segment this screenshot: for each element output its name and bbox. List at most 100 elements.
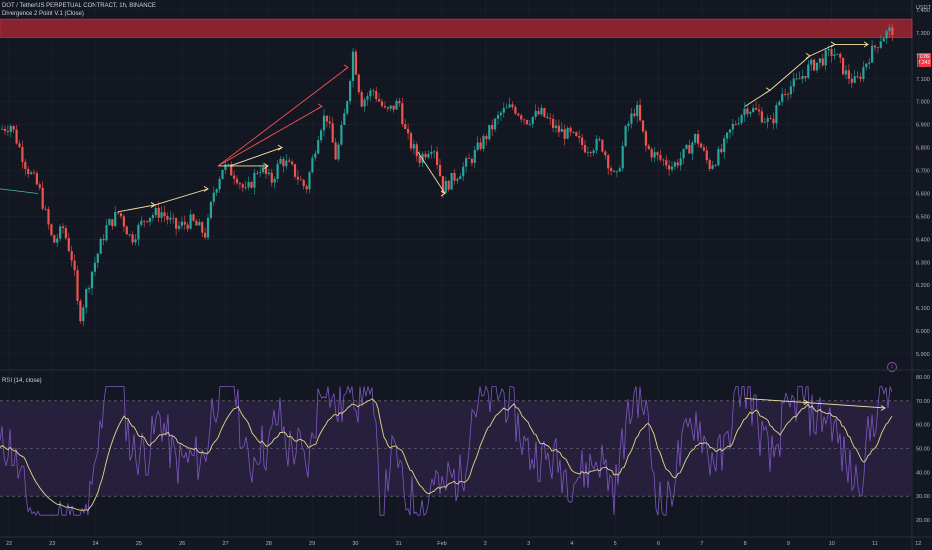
- time-tick: 25: [136, 541, 142, 547]
- candle-body: [552, 118, 555, 129]
- candle-body: [105, 225, 108, 241]
- candle-body: [778, 101, 781, 106]
- candle-body: [827, 49, 830, 51]
- candle-body: [125, 226, 128, 235]
- candle-body: [818, 58, 821, 63]
- divergence-arrowhead: [203, 185, 209, 192]
- time-tick: 22: [6, 541, 12, 547]
- rsi-title[interactable]: RSI (14, close): [2, 378, 42, 384]
- candle-body: [859, 76, 862, 79]
- candle-body: [639, 104, 642, 121]
- candle-body: [108, 219, 111, 226]
- candle-body: [821, 58, 824, 66]
- time-tick: 8: [744, 541, 747, 547]
- candle-body: [734, 124, 737, 125]
- info-icon[interactable]: i: [887, 362, 897, 372]
- candle-body: [444, 180, 447, 194]
- candle-body: [511, 104, 514, 108]
- candle-body: [93, 262, 96, 272]
- candle-body: [534, 110, 537, 117]
- price-tick: 7.100: [916, 77, 930, 83]
- candle-body: [456, 178, 459, 181]
- time-tick: Feb: [437, 541, 446, 547]
- candle-body: [624, 126, 627, 147]
- candle-body: [79, 300, 82, 322]
- candle-body: [572, 131, 575, 133]
- candle-body: [27, 168, 30, 174]
- candle-body: [441, 176, 444, 194]
- candle-body: [346, 101, 349, 114]
- candle-body: [82, 307, 85, 322]
- candle-body: [128, 234, 131, 236]
- candle-body: [462, 166, 465, 177]
- candle-body: [415, 144, 418, 157]
- candle-body: [653, 152, 656, 158]
- candle-body: [409, 133, 413, 149]
- candle-body: [473, 149, 476, 163]
- candle-body: [433, 151, 436, 153]
- candle-body: [636, 104, 639, 116]
- rsi-divergence-line: [744, 398, 886, 409]
- candle-body: [279, 158, 282, 164]
- candle-body: [702, 147, 705, 151]
- candle-body: [253, 172, 256, 188]
- candle-body: [621, 146, 624, 169]
- rsi-legend[interactable]: RSI (14, close): [2, 377, 42, 385]
- divergence-line: [417, 151, 446, 194]
- price-tick: 7.300: [916, 31, 930, 37]
- candle-body: [363, 99, 366, 107]
- candle-body: [850, 78, 853, 83]
- trend-line: [0, 188, 39, 194]
- candle-body: [888, 27, 891, 32]
- candle-body: [844, 70, 848, 75]
- candle-body: [752, 107, 755, 112]
- candle-body: [610, 168, 613, 171]
- candle-body: [430, 151, 433, 155]
- candle-body: [575, 132, 578, 136]
- candle-body: [699, 143, 703, 148]
- symbol-title[interactable]: DOT / TetherUS PERPETUAL CONTRACT, 1h, B…: [2, 3, 156, 9]
- candle-body: [302, 179, 305, 187]
- candle-body: [633, 113, 636, 116]
- candle-body: [328, 121, 331, 124]
- candle-body: [186, 224, 189, 229]
- candle-body: [143, 220, 146, 222]
- candle-body: [340, 124, 343, 145]
- price-tick: 6.500: [916, 214, 930, 220]
- candle-body: [865, 63, 868, 68]
- candle-body: [607, 155, 610, 169]
- time-tick: 6: [657, 541, 660, 547]
- candle-body: [96, 253, 99, 263]
- candle-body: [873, 45, 877, 48]
- candle-body: [331, 123, 334, 143]
- candle-body: [160, 212, 163, 218]
- candle-body: [230, 164, 233, 176]
- countdown: 7.242: [917, 60, 931, 66]
- resistance-zone: [0, 18, 913, 38]
- candle-body: [44, 208, 47, 210]
- candle-body: [192, 214, 195, 221]
- candle-body: [871, 45, 874, 63]
- time-tick: 26: [179, 541, 185, 547]
- candle-body: [30, 172, 33, 174]
- candle-body: [641, 120, 645, 132]
- rsi-divergence-arrowhead: [803, 399, 809, 405]
- candle-body: [554, 125, 558, 129]
- indicator-title[interactable]: Divergence 2 Point V.1 (Close): [2, 11, 84, 17]
- candle-body: [465, 158, 468, 167]
- candle-body: [392, 105, 395, 110]
- candle-body: [212, 192, 215, 202]
- candle-body: [879, 41, 882, 48]
- candle-body: [24, 161, 27, 169]
- candle-body: [505, 107, 508, 109]
- candle-body: [195, 220, 198, 226]
- candle-body: [70, 251, 73, 261]
- candle-body: [244, 187, 247, 189]
- candle-body: [482, 136, 485, 150]
- candle-body: [618, 168, 621, 172]
- time-tick: 2: [484, 541, 487, 547]
- candle-body: [862, 67, 865, 79]
- candle-body: [453, 173, 456, 181]
- candle-body: [372, 90, 375, 92]
